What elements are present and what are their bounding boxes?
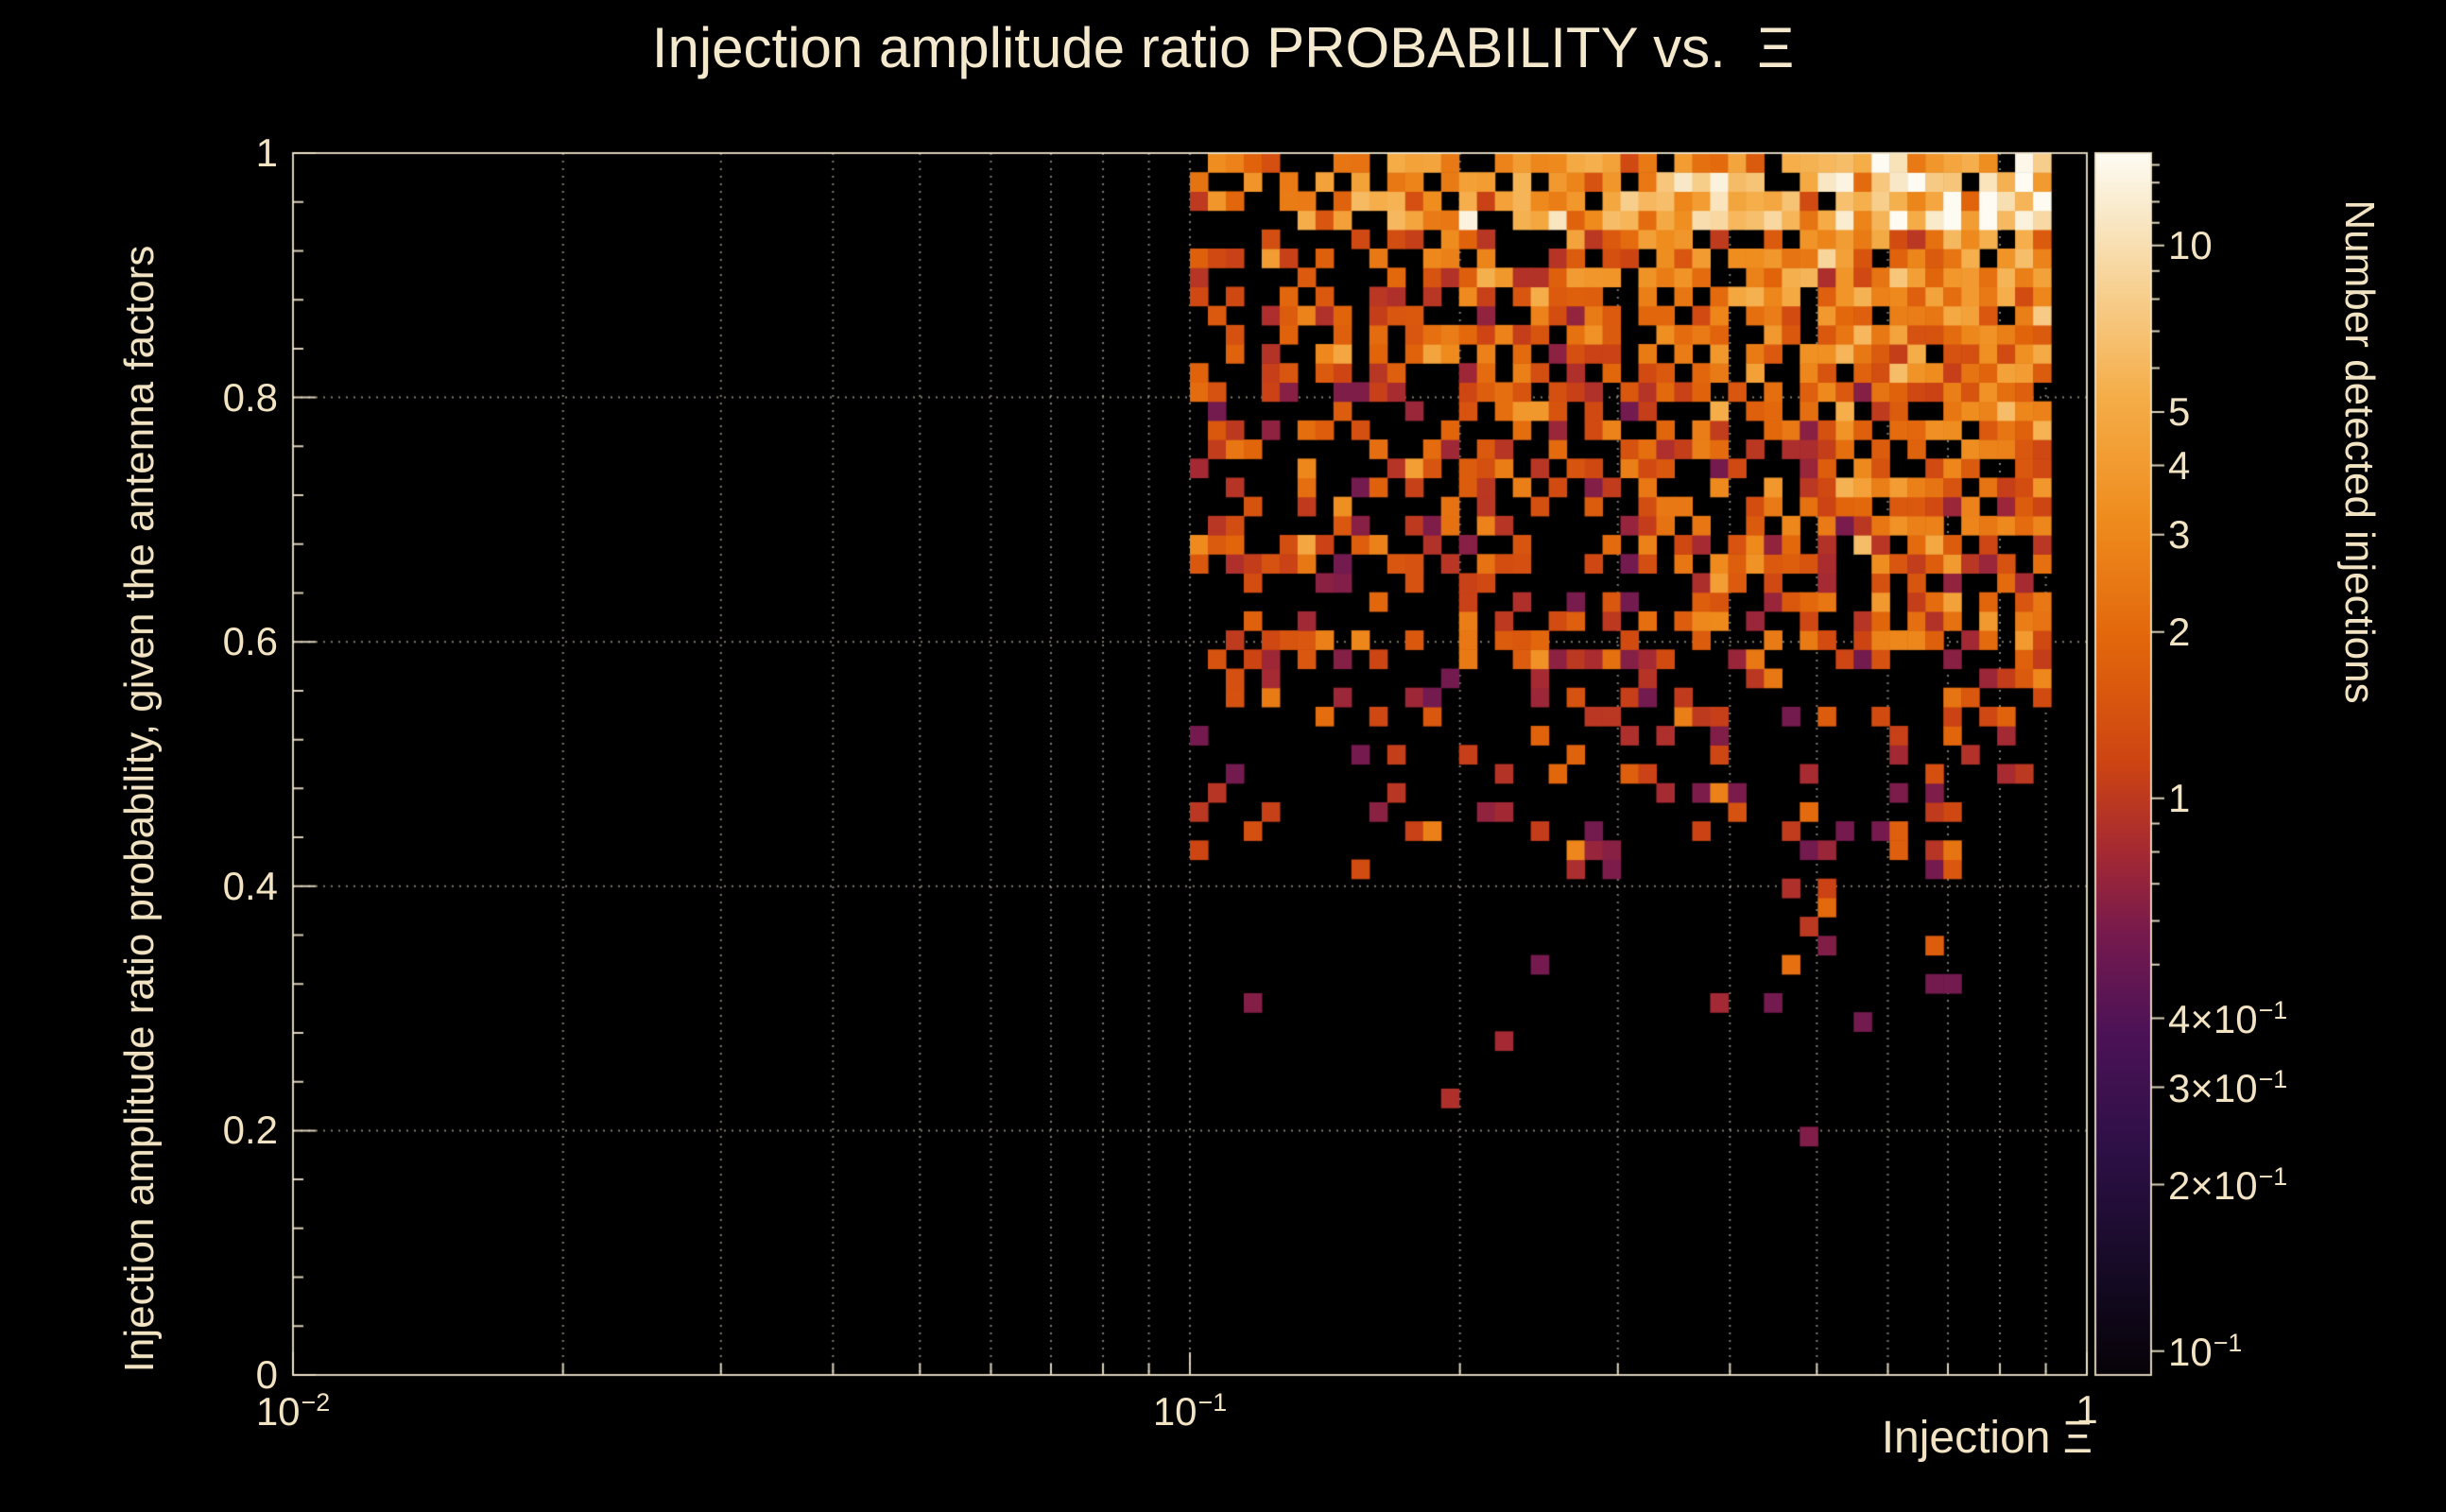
x-axis-title: Injection Ξ — [1881, 1413, 2093, 1463]
chart-title: Injection amplitude ratio PROBABILITY vs… — [651, 16, 1795, 79]
y-axis-title: Injection amplitude ratio probability, g… — [116, 245, 163, 1373]
colorbar-title: Number detected injections — [2336, 199, 2383, 704]
